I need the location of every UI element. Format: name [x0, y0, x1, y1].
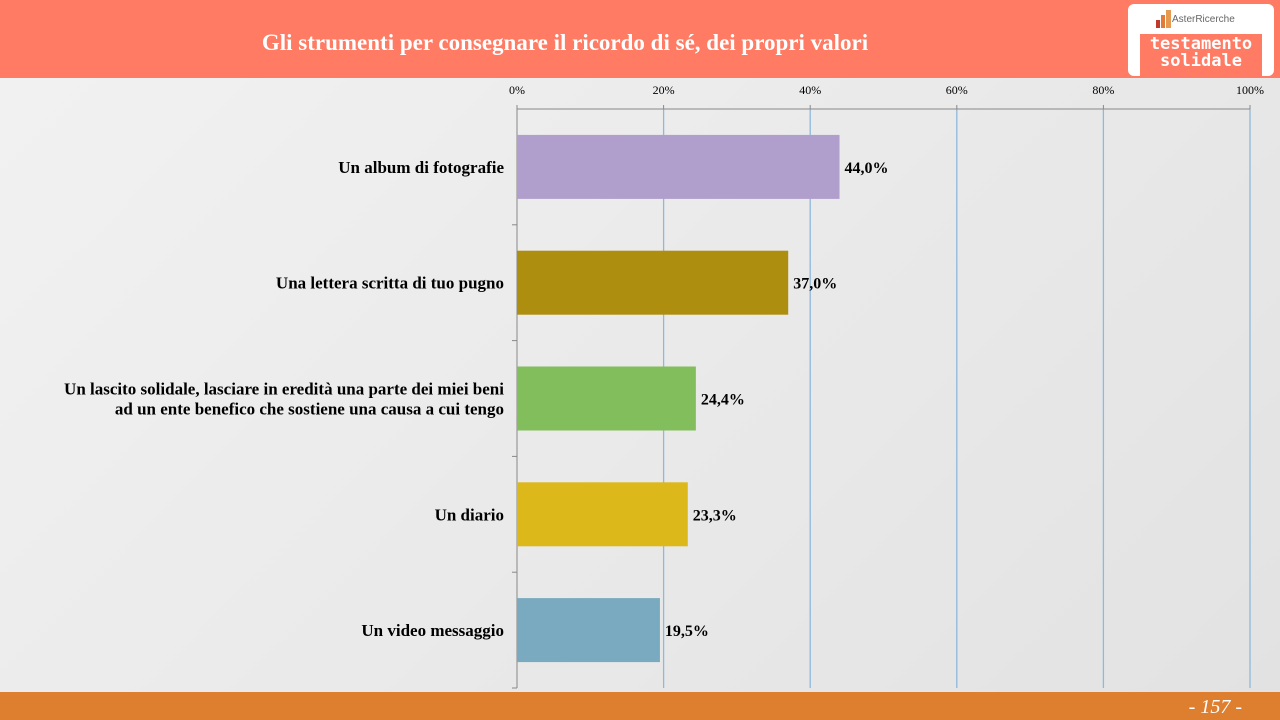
logo-line2: solidale	[1160, 51, 1242, 71]
logo-line1: testamento	[1149, 34, 1253, 54]
page-title: Gli strumenti per consegnare il ricordo …	[261, 30, 869, 55]
tick-label: 20%	[653, 83, 675, 97]
data-label: 37,0%	[793, 276, 837, 293]
category-label: Una lettera scritta di tuo pugno	[276, 274, 504, 293]
bar	[517, 250, 789, 315]
tick-label: 40%	[799, 83, 821, 97]
tick-label: 60%	[946, 83, 968, 97]
category-label: Un lascito solidale, lasciare in eredità…	[64, 380, 504, 399]
logo-brand: AsterRicerche	[1172, 14, 1235, 25]
logo-bars-icon	[1156, 10, 1171, 28]
tick-label: 0%	[509, 83, 525, 97]
bar	[517, 134, 840, 199]
category-label: Un album di fotografie	[338, 158, 504, 177]
logo: AsterRicerche testamento solidale	[1128, 4, 1274, 76]
bar	[517, 366, 696, 431]
page-number: - 157 -	[1188, 696, 1242, 718]
data-label: 24,4%	[701, 392, 745, 409]
data-label: 19,5%	[665, 623, 709, 640]
category-label: Un video messaggio	[361, 621, 504, 640]
data-label: 44,0%	[845, 160, 889, 177]
footer: - 157 -	[0, 692, 1280, 720]
header: Gli strumenti per consegnare il ricordo …	[0, 0, 1280, 78]
bar	[517, 598, 660, 663]
category-label: ad un ente benefico che sostiene una cau…	[115, 400, 504, 419]
bar	[517, 482, 688, 547]
data-label: 23,3%	[693, 507, 737, 524]
tick-label: 80%	[1092, 83, 1114, 97]
tick-label: 100%	[1236, 83, 1264, 97]
category-label: Un diario	[435, 505, 504, 524]
